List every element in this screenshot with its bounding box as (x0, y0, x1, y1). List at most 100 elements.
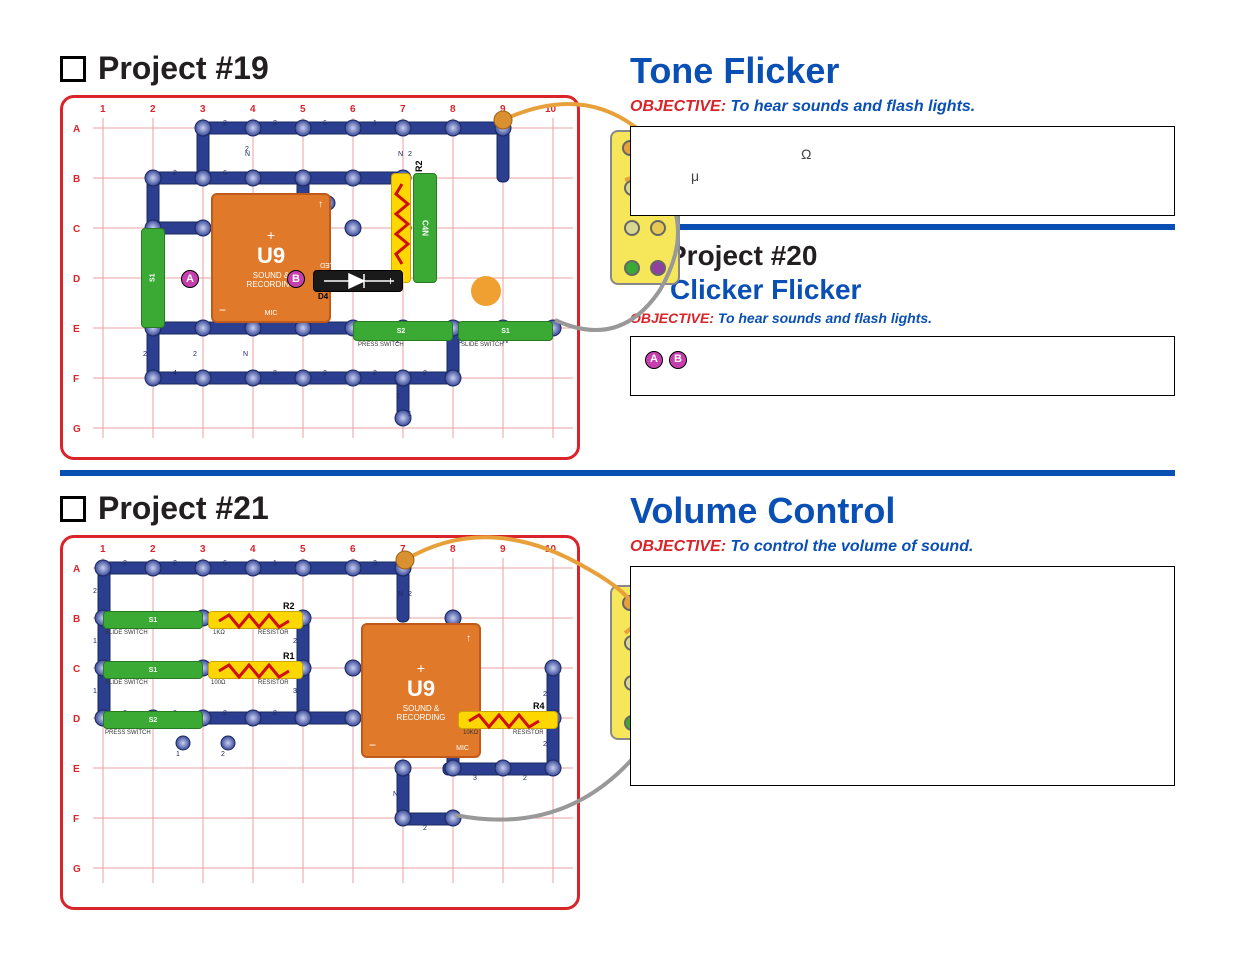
badge-b-19: B (287, 270, 305, 288)
slide-switch-s1-horiz: S1 (458, 321, 553, 341)
objective-label-21: OBJECTIVE: (630, 538, 726, 555)
press-label-19: PRESS SWITCH (358, 342, 404, 348)
svg-text:3: 3 (293, 688, 297, 695)
r2-res-label: RESISTOR (258, 630, 289, 636)
press-switch-s2-21: S2 (103, 711, 203, 729)
circuit-board-21: 12345678910 ABCDEFG (60, 535, 580, 910)
objective-text-19: To hear sounds and flash lights. (730, 98, 975, 115)
svg-text:1: 1 (408, 411, 412, 418)
svg-text:N: N (398, 151, 403, 158)
press-switch-s2: S2 (353, 321, 453, 341)
svg-text:3: 3 (473, 775, 477, 782)
badge-a-19: A (181, 270, 199, 288)
svg-text:2: 2 (223, 120, 227, 127)
circuit-board-19: 12345678910 ABCDEFG (60, 95, 580, 460)
svg-text:2: 2 (93, 588, 97, 595)
objective-20: OBJECTIVE: To hear sounds and flash ligh… (630, 310, 1175, 326)
project-21-title: Project #21 (98, 490, 269, 527)
svg-text:1: 1 (273, 560, 277, 567)
main-title-19: Tone Flicker (630, 50, 1175, 92)
svg-text:2: 2 (273, 120, 277, 127)
project-19-title-row: Project #19 (60, 50, 600, 87)
objective-text-20: To hear sounds and flash lights. (718, 310, 932, 326)
svg-text:N: N (245, 151, 250, 158)
svg-text:2: 2 (373, 370, 377, 377)
u9-mic: MIC (265, 310, 278, 317)
r4-val-21: 10KΩ (463, 730, 478, 736)
svg-text:N: N (398, 591, 403, 598)
svg-text:2: 2 (543, 691, 547, 698)
project-19-left: Project #19 12345678910 ABCDEFG (60, 50, 600, 460)
slide-label-c: SLIDE SWITCH (105, 680, 148, 686)
project-21-checkbox[interactable] (60, 496, 86, 522)
info-box-19: μ Ω (630, 126, 1175, 216)
objective-19: OBJECTIVE: To hear sounds and flash ligh… (630, 98, 1175, 116)
u9-label: U9 (257, 243, 285, 269)
project-19-title: Project #19 (98, 50, 269, 87)
u9-label-21: U9 (407, 676, 435, 702)
svg-text:1: 1 (93, 638, 97, 645)
r2-val-21: 1KΩ (213, 630, 225, 636)
resistor-r2-21 (208, 611, 303, 629)
slide-switch-s1-b: S1 (103, 611, 203, 629)
r4-label-21: R4 (533, 701, 545, 711)
badge-a-20: A (645, 351, 663, 369)
slide-label-19: SLIDE SWITCH (461, 342, 504, 348)
divider-19-20 (630, 224, 1175, 230)
svg-text:2: 2 (273, 370, 277, 377)
slide-label-b: SLIDE SWITCH (105, 630, 148, 636)
u9-mic-21: MIC (456, 745, 469, 752)
resistor-r2-19: R2 (391, 173, 411, 283)
project-21-left: Project #21 12345678910 ABCDEFG (60, 490, 600, 910)
main-title-20: Clicker Flicker (670, 274, 1175, 306)
svg-text:2: 2 (293, 638, 297, 645)
svg-text:2: 2 (408, 151, 412, 158)
u9-chip-19: + U9 SOUND & RECORDING MIC ↑ − (211, 193, 331, 323)
svg-text:2: 2 (408, 591, 412, 598)
r1-label-21: R1 (283, 651, 295, 661)
svg-text:2: 2 (323, 370, 327, 377)
u9-sub-21: SOUND & RECORDING (397, 704, 446, 722)
badge-b-20: B (669, 351, 687, 369)
slide-switch-s1-c: S1 (103, 661, 203, 679)
r4-res-label: RESISTOR (513, 730, 544, 736)
main-title-21: Volume Control (630, 490, 1175, 532)
svg-text:N: N (243, 351, 248, 358)
svg-text:3: 3 (373, 560, 377, 567)
u9-chip-21: + U9 SOUND & RECORDING MIC ↑ − (361, 623, 481, 758)
project-19-right: Tone Flicker OBJECTIVE: To hear sounds a… (630, 50, 1175, 460)
r1-val-21: 100Ω (211, 680, 226, 686)
svg-text:6: 6 (323, 120, 327, 127)
objective-text-21: To control the volume of sound. (730, 538, 973, 555)
resistor-r1-21 (208, 661, 303, 679)
slide-switch-s1-vert: S1 (141, 228, 165, 328)
orange-dot-19 (471, 276, 501, 306)
project-20-title: Project #20 (668, 240, 817, 272)
objective-label-20: OBJECTIVE: (630, 310, 714, 326)
project-20: Project #20 Clicker Flicker OBJECTIVE: T… (630, 240, 1175, 396)
svg-text:2: 2 (143, 351, 147, 358)
svg-text:N: N (393, 791, 398, 798)
svg-text:2: 2 (173, 560, 177, 567)
capacitor-c4n: C4N (413, 173, 437, 283)
project-19-checkbox[interactable] (60, 56, 86, 82)
svg-text:2: 2 (423, 825, 427, 832)
info-box-20: A B (630, 336, 1175, 396)
svg-text:1: 1 (93, 688, 97, 695)
svg-text:1: 1 (176, 751, 180, 758)
main-divider (60, 470, 1175, 476)
project-19-row: Project #19 12345678910 ABCDEFG (60, 50, 1175, 460)
svg-text:2: 2 (221, 751, 225, 758)
press-label-21: PRESS SWITCH (105, 730, 151, 736)
svg-text:2: 2 (423, 370, 427, 377)
svg-text:2: 2 (223, 710, 227, 717)
svg-text:1: 1 (373, 120, 377, 127)
led-d4: LED D4 + (313, 270, 403, 292)
project-21-row: Project #21 12345678910 ABCDEFG (60, 490, 1175, 910)
objective-label-19: OBJECTIVE: (630, 98, 726, 115)
project-21-title-row: Project #21 (60, 490, 600, 527)
svg-text:6: 6 (223, 560, 227, 567)
svg-text:2: 2 (543, 741, 547, 748)
svg-text:2: 2 (193, 351, 197, 358)
objective-21: OBJECTIVE: To control the volume of soun… (630, 538, 1175, 556)
